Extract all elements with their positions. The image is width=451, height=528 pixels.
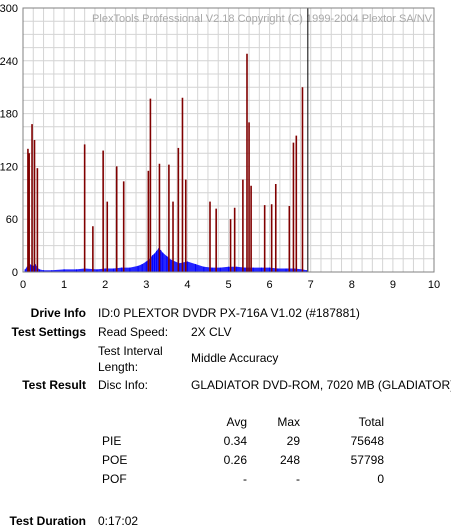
stats-row-pof-name: POF: [102, 472, 127, 486]
plot-frame: [22, 7, 435, 273]
x-tick-label: 9: [390, 279, 396, 291]
test-duration-value: 0:17:02: [98, 514, 139, 528]
x-tick-label: 1: [61, 279, 67, 291]
test-settings-label: Test Settings: [11, 325, 86, 339]
read-speed-value: 2X CLV: [191, 325, 232, 339]
pie-area: [25, 248, 307, 272]
error-chart: PlexTools Professional V2.18 Copyright (…: [0, 3, 440, 291]
x-tick-label: 10: [428, 279, 440, 291]
y-tick-label: 120: [0, 161, 18, 173]
drive-info-value: ID:0 PLEXTOR DVDR PX-716A V1.02 (#187881…: [98, 306, 360, 320]
x-tick-label: 2: [102, 279, 108, 291]
stats-row-pof-avg: -: [243, 472, 247, 486]
disc-info-label: Disc Info:: [98, 378, 149, 392]
disc-info-value: GLADIATOR DVD-ROM, 7020 MB (GLADIATOR): [191, 378, 451, 392]
stats-row-poe-max: 248: [279, 453, 300, 467]
stats-row-poe-avg: 0.26: [223, 453, 247, 467]
read-speed-label: Read Speed:: [98, 325, 169, 339]
y-tick-label: 0: [12, 267, 18, 279]
y-axis-ticks: 0 60 120 180 240 300: [0, 3, 18, 279]
x-tick-label: 3: [143, 279, 149, 291]
test-duration-label: Test Duration: [9, 514, 86, 528]
x-tick-label: 8: [349, 279, 355, 291]
stats-row-poe-name: POE: [102, 453, 128, 467]
x-tick-label: 4: [184, 279, 190, 291]
stats-header-avg: Avg: [226, 415, 247, 429]
y-tick-label: 300: [0, 3, 18, 15]
y-tick-label: 240: [0, 56, 18, 68]
stats-row-pof-max: -: [296, 472, 300, 486]
stats-header-total: Total: [358, 415, 384, 429]
x-tick-label: 6: [267, 279, 273, 291]
stats-header-max: Max: [277, 415, 300, 429]
stats-row-poe-total: 57798: [350, 453, 384, 467]
y-tick-label: 180: [0, 109, 18, 121]
stats-row-pie-avg: 0.34: [223, 434, 247, 448]
stats-row-pie-total: 75648: [350, 434, 384, 448]
poe-series: [27, 53, 304, 272]
test-result-label: Test Result: [22, 378, 86, 392]
test-interval-label-line1: Test Interval: [98, 344, 163, 358]
x-tick-label: 0: [20, 279, 26, 291]
test-interval-label-line2: Length:: [98, 360, 139, 374]
test-interval-value: Middle Accuracy: [191, 351, 279, 365]
chart-grid: [23, 8, 434, 272]
chart-watermark: PlexTools Professional V2.18 Copyright (…: [92, 13, 433, 25]
stats-row-pie-name: PIE: [102, 434, 122, 448]
stats-row-pof-total: 0: [377, 472, 384, 486]
stats-row-pie-max: 29: [286, 434, 300, 448]
x-tick-label: 5: [225, 279, 231, 291]
y-tick-label: 60: [6, 214, 18, 226]
drive-info-label: Drive Info: [30, 306, 86, 320]
x-tick-label: 7: [308, 279, 314, 291]
x-axis-ticks: 0 1 2 3 4 5 6 7 8 9 10: [20, 279, 440, 291]
